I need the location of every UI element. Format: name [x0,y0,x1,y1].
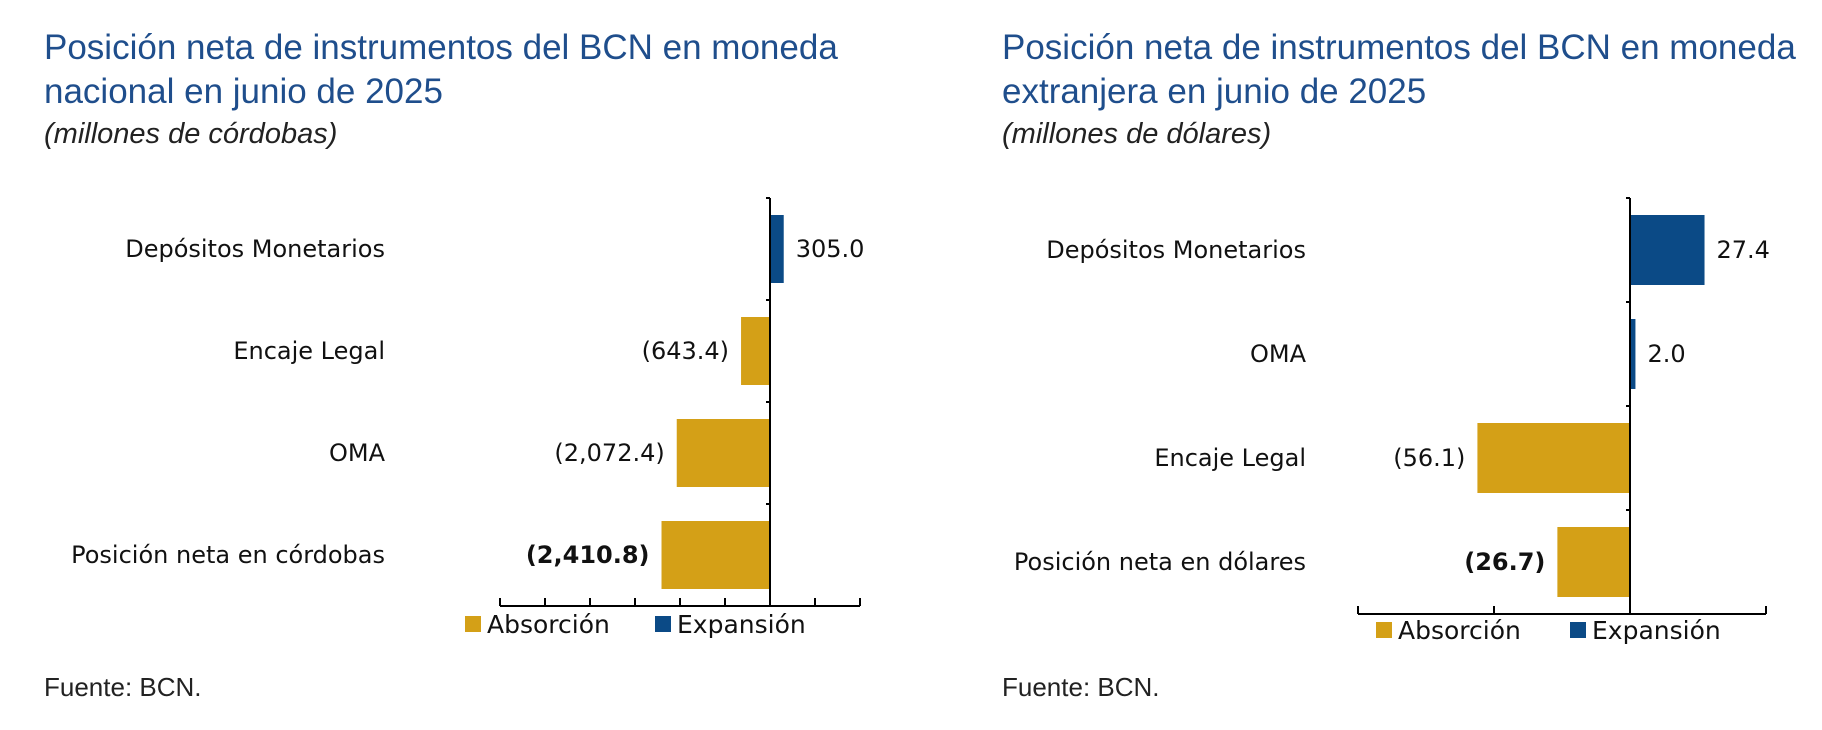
category-label: Depósitos Monetarios [1046,236,1306,264]
data-label: 305.0 [796,235,865,263]
data-label: (56.1) [1393,444,1465,472]
chart-panel-dolares: Posición neta de instrumentos del BCN en… [958,0,1822,730]
chart-panel-cordobas: Posición neta de instrumentos del BCN en… [0,0,900,730]
chart-title: Posición neta de instrumentos del BCN en… [1002,28,1796,111]
category-label: OMA [329,439,386,467]
bar [676,419,770,487]
bar [1630,319,1636,389]
data-label: 2.0 [1647,340,1685,368]
bar [1630,215,1705,285]
data-label: (2,072.4) [554,439,664,467]
chart-title: Posición neta de instrumentos del BCN en… [44,28,838,111]
data-label: (2,410.8) [526,541,650,569]
chart-source: Fuente: BCN. [1002,672,1160,702]
category-label: Posición neta en dólares [1014,548,1306,576]
bar [770,215,784,283]
data-label: (643.4) [642,337,729,365]
bar [1477,423,1630,493]
category-label: Depósitos Monetarios [125,235,385,263]
chart-source: Fuente: BCN. [44,672,202,702]
legend-label: Absorción [487,610,610,639]
data-label: 27.4 [1717,236,1770,264]
category-label: OMA [1250,340,1307,368]
bar [741,317,770,385]
bar [1557,527,1630,597]
legend-label: Expansión [1592,616,1721,645]
legend-swatch [1570,622,1586,638]
chart-svg: Depósitos Monetarios 27.4 OMA 2.0 Encaje Leg… [1014,197,1770,645]
bar [661,521,770,589]
legend-label: Absorción [1398,616,1521,645]
chart-svg: Depósitos Monetarios 305.0 Encaje Legal (64… [71,197,865,639]
legend-label: Expansión [677,610,806,639]
legend-swatch [465,616,481,632]
legend-swatch [1376,622,1392,638]
legend-swatch [655,616,671,632]
category-label: Encaje Legal [233,337,385,365]
data-label: (26.7) [1464,548,1545,576]
chart-subtitle: (millones de dólares) [1002,118,1272,150]
category-label: Posición neta en córdobas [71,541,385,569]
chart-subtitle: (millones de córdobas) [44,118,338,150]
category-label: Encaje Legal [1154,444,1306,472]
